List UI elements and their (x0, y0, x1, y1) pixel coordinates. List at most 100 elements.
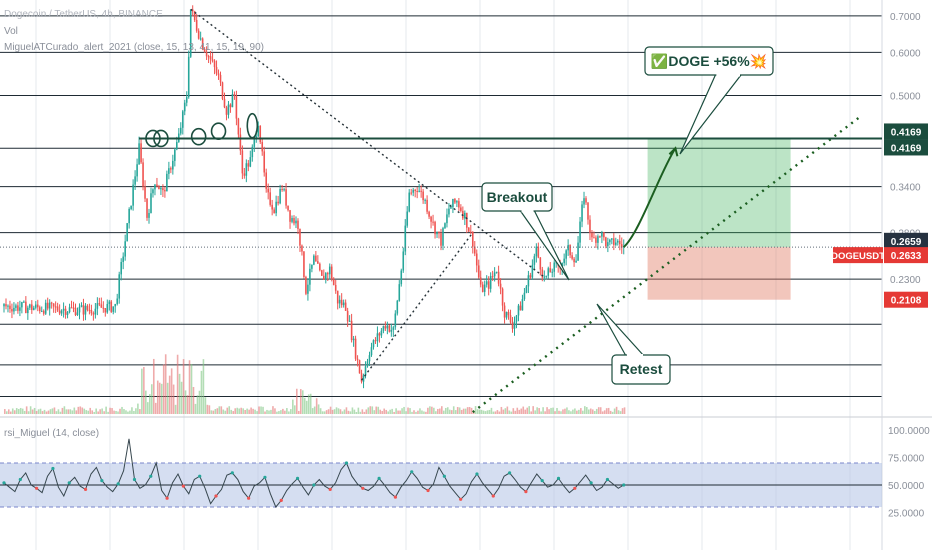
candle-body (511, 322, 514, 329)
candle-body (185, 97, 188, 103)
candle-body (311, 264, 313, 269)
volume-bar (576, 410, 578, 414)
candle-body (438, 231, 440, 234)
volume-bar (63, 406, 66, 414)
volume-bar (109, 407, 111, 414)
volume-bar (524, 409, 527, 414)
candle-body (481, 284, 484, 292)
volume-bar (200, 370, 203, 414)
volume-bar (79, 406, 82, 414)
candle-body (315, 255, 317, 262)
volume-bar (339, 409, 342, 414)
candle-body (460, 207, 462, 211)
candle-body (134, 176, 136, 185)
volume-bar (355, 411, 358, 414)
candle-body (201, 38, 204, 50)
candle-body (271, 204, 273, 210)
candle-body (160, 188, 162, 190)
volume-bar (242, 408, 244, 414)
candle-body (545, 275, 548, 277)
volume-bar (399, 410, 401, 414)
candle-body (209, 56, 212, 60)
candle-body (422, 191, 424, 201)
candle-body (84, 305, 87, 315)
candle-body (350, 320, 353, 341)
volume-bar (558, 410, 560, 414)
candle-body (68, 307, 71, 313)
candle-body (426, 199, 428, 212)
candle-body (477, 265, 480, 278)
candle-body (505, 311, 508, 318)
candle-body (585, 198, 587, 203)
candle-body (98, 303, 101, 305)
volume-bar (544, 411, 546, 414)
candle-body (434, 221, 436, 235)
candle-body (551, 271, 554, 273)
candle-body (372, 340, 375, 348)
candle-body (183, 102, 186, 112)
price-axis: 0.70000.60000.50000.40000.34000.28000.23… (831, 12, 928, 308)
candle-body (458, 201, 460, 208)
candle-body (589, 219, 591, 233)
candle-body (332, 279, 335, 285)
volume-bar (510, 411, 513, 414)
volume-bars (4, 354, 626, 414)
candle-body (130, 205, 132, 209)
rsi-tick-label: 100.0000 (888, 426, 930, 437)
volume-bar (166, 382, 169, 414)
candle-body (27, 307, 29, 314)
candle-body (466, 212, 468, 228)
volume-bar (202, 359, 205, 414)
volume-bar (248, 409, 250, 414)
volume-bar (365, 409, 368, 414)
volume-bar (290, 409, 292, 414)
volume-bar (45, 411, 48, 414)
rsi-point (589, 481, 593, 485)
volume-bar (145, 390, 147, 414)
volume-bar (619, 411, 622, 414)
volume-bar (21, 408, 24, 414)
breakout-callout-label: Breakout (487, 189, 548, 205)
candle-body (591, 232, 593, 238)
rsi-point (312, 483, 316, 487)
volume-bar (65, 409, 68, 414)
candle-body (603, 232, 605, 238)
candle-body (237, 118, 240, 135)
candle-body (148, 213, 150, 218)
candle-body (432, 221, 434, 223)
candle-body (414, 189, 416, 192)
volume-bar (433, 407, 435, 414)
candle-body (519, 305, 522, 311)
rsi-point (230, 471, 234, 475)
rsi-point (116, 482, 120, 486)
volume-bar (188, 360, 191, 414)
candle-body (618, 240, 621, 245)
volume-bar (143, 366, 145, 414)
candle-body (543, 276, 546, 278)
candle-body (430, 216, 432, 222)
volume-bar (367, 407, 370, 414)
volume-bar (89, 407, 92, 414)
volume-bar (67, 409, 70, 414)
candle-body (587, 202, 589, 220)
volume-bar (292, 399, 294, 414)
volume-bar (81, 407, 84, 414)
candle-body (124, 241, 126, 257)
volume-bar (331, 409, 334, 414)
volume-bar (580, 408, 582, 414)
rsi-point (507, 471, 512, 475)
volume-bar (353, 409, 356, 414)
volume-bar (198, 390, 201, 414)
candle-body (158, 186, 160, 190)
candle-body (138, 143, 140, 165)
volume-bar (419, 408, 421, 414)
candle-body (309, 268, 311, 285)
rsi-point (377, 476, 381, 480)
volume-bar (121, 406, 123, 414)
volume-bar (321, 411, 324, 414)
rsi-tick-label: 25.0000 (888, 509, 925, 520)
volume-bar (605, 408, 608, 414)
candle-body (436, 231, 438, 235)
volume-bar (53, 407, 56, 414)
candle-body (241, 150, 244, 174)
